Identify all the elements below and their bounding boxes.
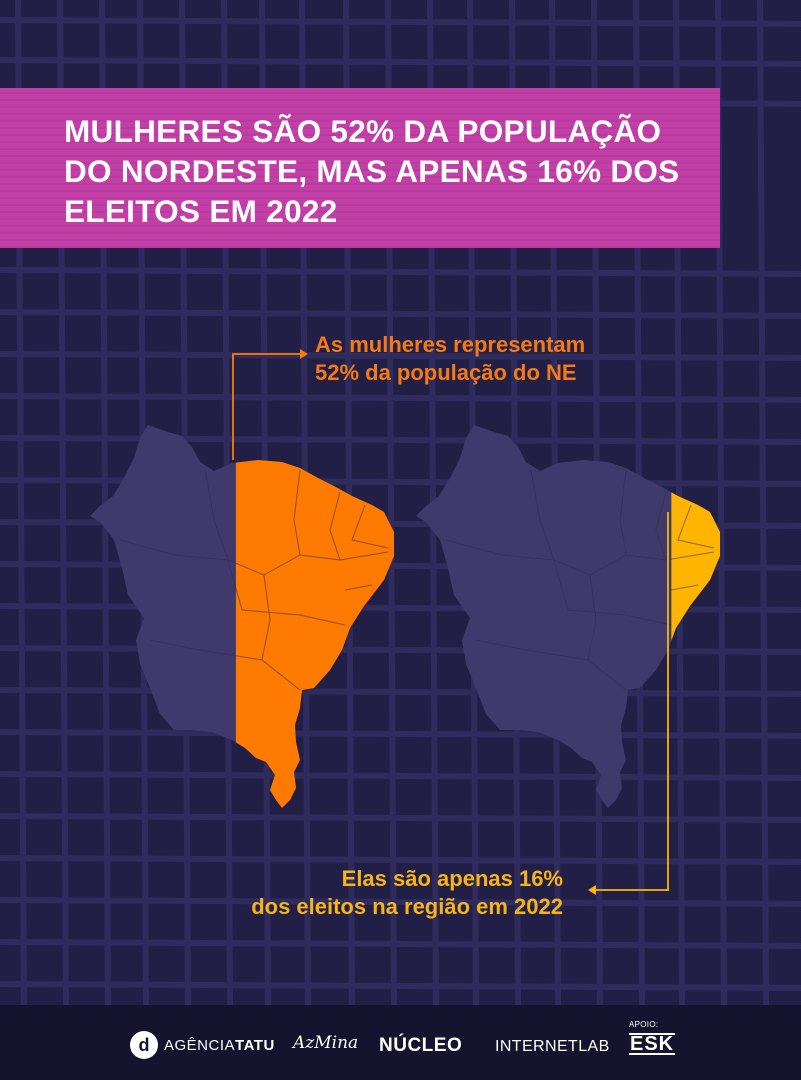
agencia-tatu-prefix: AGÊNCIA <box>164 1036 236 1054</box>
elected-note: Elas são apenas 16% dos eleitos na regiã… <box>251 865 563 921</box>
apoio-label: APOIO: <box>629 1020 659 1029</box>
state-borders-right <box>445 469 715 691</box>
population-note-line-1: As mulheres representam <box>315 332 586 357</box>
callout-population <box>232 349 308 460</box>
arrowhead-icon <box>300 349 308 359</box>
title-line-2: DO NORDESTE, MAS APENAS 16% DOS <box>64 153 680 189</box>
title-banner <box>0 88 720 248</box>
title-line-1: MULHERES SÃO 52% DA POPULAÇÃO <box>64 113 662 149</box>
map-population <box>90 425 394 808</box>
arrowhead-icon <box>588 885 596 895</box>
esk-logo: ESK <box>629 1033 676 1055</box>
azmina-logo: AzMina <box>293 1033 359 1053</box>
internetlab-logo: INTERNETLAB <box>495 1038 610 1055</box>
agencia-tatu-bold: TATU <box>235 1036 275 1054</box>
callout-elected <box>588 512 669 895</box>
population-note: As mulheres representam 52% da população… <box>315 331 585 387</box>
agencia-tatu-logo: d AGÊNCIATATU <box>130 1031 275 1059</box>
tatu-mark-icon: d <box>130 1031 158 1059</box>
elected-note-line-2: dos eleitos na região em 2022 <box>251 894 563 919</box>
page-title: MULHERES SÃO 52% DA POPULAÇÃO DO NORDEST… <box>64 111 704 231</box>
state-borders-left <box>119 469 389 691</box>
map-elected <box>416 425 720 808</box>
nucleo-logo: NÚCLEO <box>379 1035 463 1056</box>
elected-note-line-1: Elas são apenas 16% <box>341 866 563 891</box>
population-note-line-2: 52% da população do NE <box>315 360 577 385</box>
title-line-3: ELEITOS EM 2022 <box>64 193 338 229</box>
agencia-tatu-wordmark: AGÊNCIATATU <box>164 1037 275 1054</box>
